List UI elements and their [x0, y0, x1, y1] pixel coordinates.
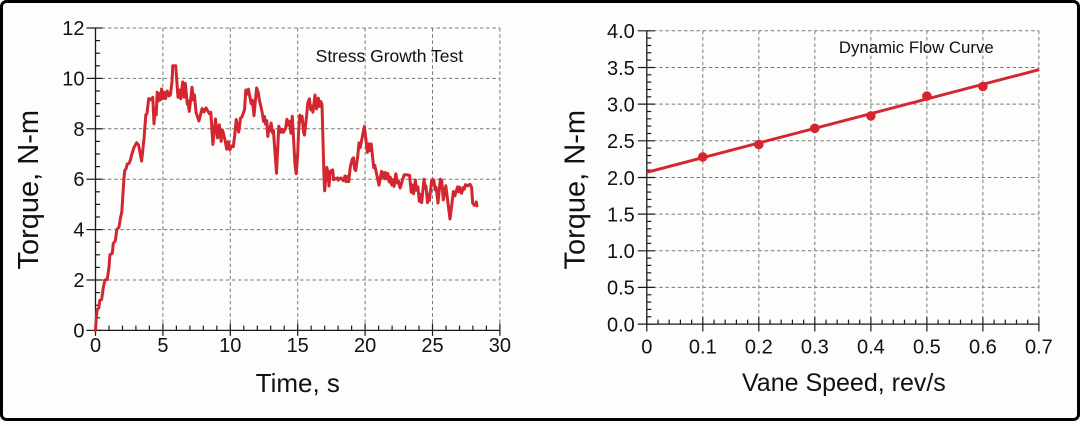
svg-text:4.0: 4.0	[607, 21, 635, 43]
svg-text:0.5: 0.5	[913, 336, 941, 358]
svg-text:0: 0	[73, 320, 84, 342]
svg-text:25: 25	[421, 335, 443, 357]
svg-text:0.3: 0.3	[801, 336, 829, 358]
svg-text:Time, s: Time, s	[256, 368, 340, 398]
svg-text:5: 5	[157, 335, 168, 357]
svg-text:30: 30	[489, 335, 511, 357]
svg-text:Torque, N-m: Torque, N-m	[13, 110, 45, 270]
svg-text:Stress Growth Test: Stress Growth Test	[316, 46, 464, 66]
svg-text:2: 2	[73, 270, 84, 292]
svg-text:6: 6	[73, 169, 84, 191]
svg-text:8: 8	[73, 119, 84, 141]
svg-text:4: 4	[73, 220, 84, 242]
svg-text:2.0: 2.0	[607, 168, 635, 190]
svg-text:12: 12	[62, 18, 84, 40]
svg-text:20: 20	[354, 335, 376, 357]
svg-text:Torque, N-m: Torque, N-m	[560, 110, 592, 270]
svg-text:Dynamic Flow Curve: Dynamic Flow Curve	[839, 38, 994, 57]
svg-text:0: 0	[641, 336, 652, 358]
svg-text:0.1: 0.1	[689, 336, 717, 358]
svg-text:0.2: 0.2	[745, 336, 773, 358]
svg-text:0.5: 0.5	[607, 278, 635, 300]
svg-text:2.5: 2.5	[607, 131, 635, 153]
svg-text:Vane Speed, rev/s: Vane Speed, rev/s	[742, 369, 946, 397]
svg-text:15: 15	[287, 335, 309, 357]
svg-text:0.7: 0.7	[1025, 336, 1053, 358]
svg-text:0: 0	[90, 335, 101, 357]
svg-text:0.4: 0.4	[857, 336, 885, 358]
svg-text:3.5: 3.5	[607, 58, 635, 80]
svg-text:3.0: 3.0	[607, 94, 635, 116]
svg-text:0.6: 0.6	[969, 336, 997, 358]
svg-text:1.0: 1.0	[607, 241, 635, 263]
svg-text:0.0: 0.0	[607, 314, 635, 336]
svg-text:10: 10	[219, 335, 241, 357]
svg-text:10: 10	[62, 68, 84, 90]
svg-text:1.5: 1.5	[607, 204, 635, 226]
